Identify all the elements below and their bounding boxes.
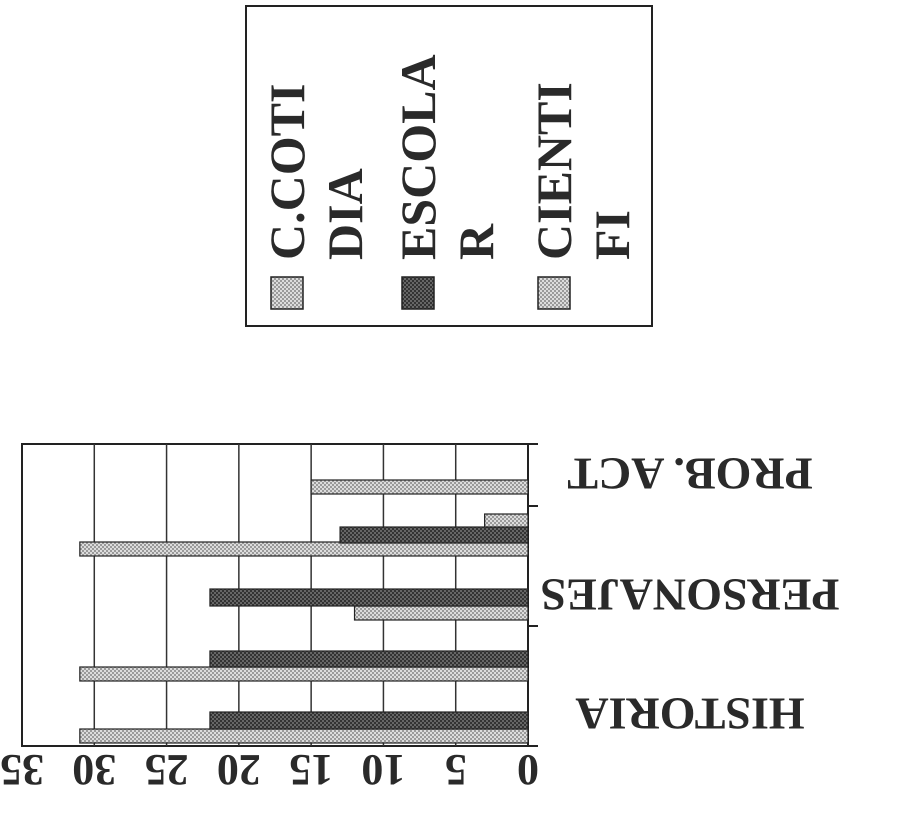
x-tick-label: 35 [0, 746, 44, 795]
bar-c-cotidia-personajes [353, 605, 529, 621]
x-tick-label: 15 [289, 746, 333, 795]
legend-swatch [401, 276, 435, 310]
bar-escolar-personajes [209, 588, 529, 607]
category-labels: HISTORIA PERSONAJES PROB. ACT [540, 449, 839, 740]
bar-escolar-historia [209, 711, 529, 730]
x-tick-label: 5 [445, 746, 467, 795]
x-tick-label: 30 [72, 746, 116, 795]
bar-cientifi-historia [79, 728, 529, 744]
legend-label: C.COTIDIA [259, 84, 373, 260]
x-tick-label: 25 [145, 746, 189, 795]
bar-cientifi-personajes [79, 541, 529, 557]
legend-box [245, 5, 653, 327]
legend-label: ESCOLAR [390, 54, 504, 260]
category-label: PROB. ACT [567, 449, 812, 500]
x-axis-ticks: 0 5 10 15 20 25 30 35 [0, 746, 539, 795]
bar-group [79, 479, 529, 744]
legend-swatch [537, 276, 571, 310]
bar-c-cotidia-prob-act [310, 479, 529, 495]
bar-escolar-prob-act [339, 526, 529, 544]
x-tick-label: 10 [361, 746, 405, 795]
category-label: HISTORIA [575, 689, 804, 740]
x-tick-label: 0 [517, 746, 539, 795]
category-label: PERSONAJES [540, 570, 839, 621]
bar-c-cotidia-historia [79, 666, 529, 682]
bar-escolar-historia [209, 650, 529, 668]
bar-cientifi-prob-act [484, 513, 529, 528]
legend: C.COTIDIA ESCOLAR CIENTIFI [245, 5, 653, 327]
legend-label: CIENTIFI [526, 82, 640, 260]
x-tick-label: 20 [217, 746, 261, 795]
legend-swatch [270, 276, 304, 310]
